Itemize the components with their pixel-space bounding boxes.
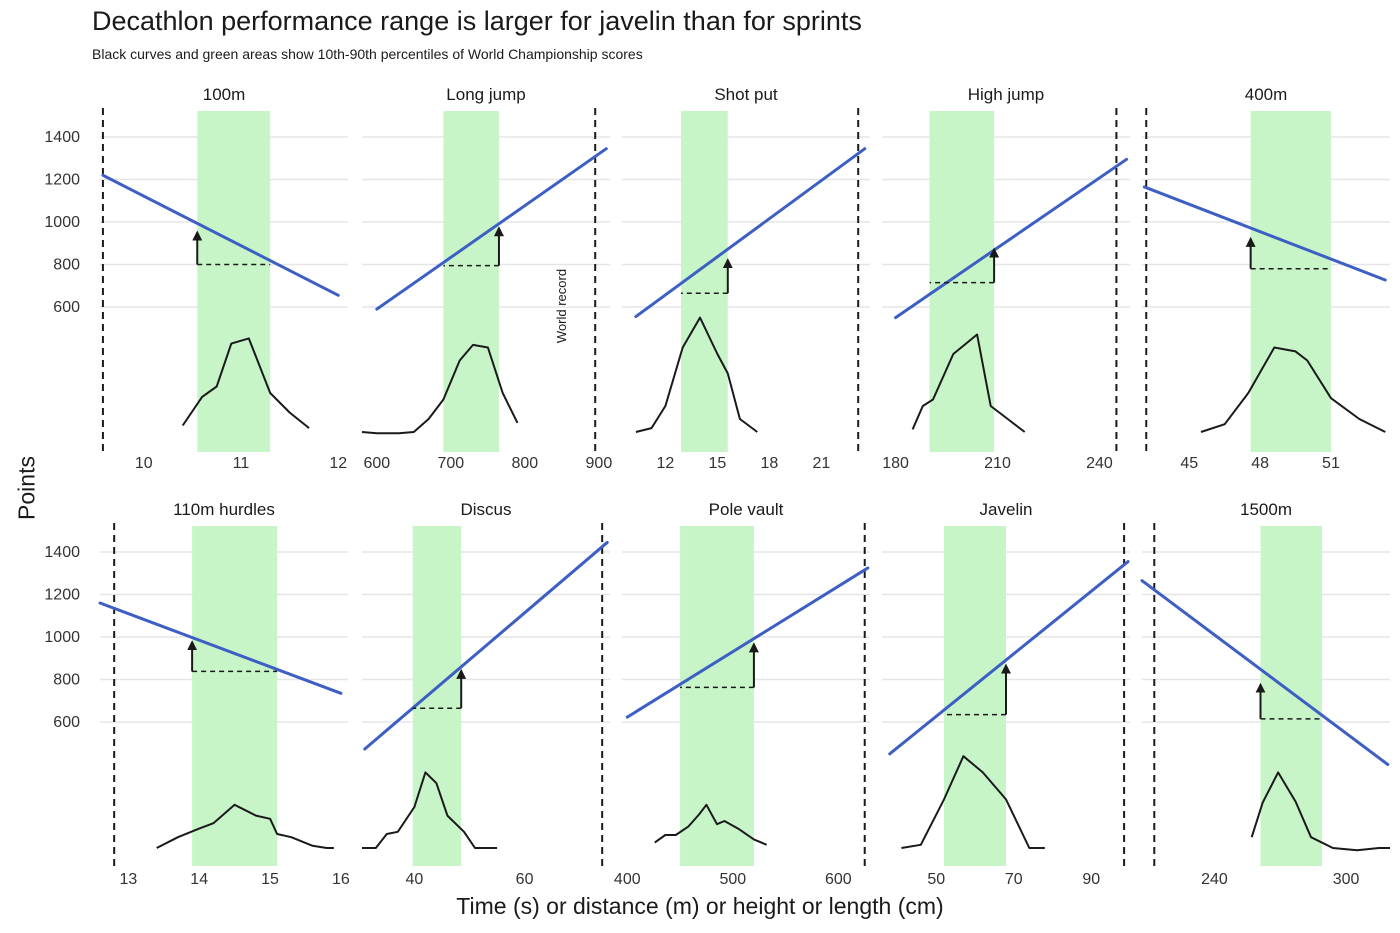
x-tick-label: 500	[719, 871, 746, 888]
x-tick-label: 13	[119, 871, 137, 888]
facet-long-jump: Long jump 600 700 800 900	[361, 85, 613, 472]
x-tick-label: 18	[761, 455, 779, 472]
facet-title: 100m	[203, 85, 246, 104]
x-tick-label: 10	[135, 455, 153, 472]
y-tick-label: 1000	[44, 214, 80, 231]
percentile-band	[443, 111, 499, 452]
percentile-band	[1250, 111, 1331, 452]
x-tick-label: 14	[190, 871, 208, 888]
x-tick-label: 900	[586, 455, 613, 472]
scoring-line	[98, 601, 343, 695]
y-tick-label: 1200	[44, 587, 80, 604]
x-tick-label: 40	[405, 871, 423, 888]
scoring-line	[888, 560, 1130, 756]
x-tick-label: 300	[1333, 871, 1360, 888]
x-tick-label: 16	[332, 871, 350, 888]
scoring-line	[101, 173, 340, 297]
percentile-band	[412, 526, 462, 866]
y-tick-label: 1200	[44, 172, 80, 189]
scoring-line	[894, 157, 1129, 320]
x-tick-label: 51	[1322, 455, 1340, 472]
y-tick-label: 1400	[44, 544, 80, 561]
x-tick-label: 800	[512, 455, 539, 472]
facet-title: 400m	[1245, 85, 1288, 104]
percentile-band	[680, 111, 728, 452]
scoring-line	[1140, 579, 1390, 766]
y-tick-label: 800	[53, 257, 80, 274]
world-record-label: World record	[554, 269, 569, 343]
density-curve	[1250, 771, 1390, 852]
x-tick-label: 15	[708, 455, 726, 472]
percentile-band	[944, 526, 1006, 866]
facet-100m: 100m 10 11 12	[100, 85, 348, 472]
facet-title: Shot put	[714, 85, 778, 104]
percentile-band	[1260, 526, 1322, 866]
x-tick-label: 15	[261, 871, 279, 888]
density-curve	[635, 316, 758, 433]
density-curve	[1200, 346, 1386, 433]
facet-400m: 400m 45 48 51	[1142, 85, 1390, 472]
facet-title: Javelin	[980, 500, 1033, 519]
facet-title: Discus	[460, 500, 511, 519]
x-tick-label: 48	[1251, 455, 1269, 472]
y-tick-label: 1000	[44, 629, 80, 646]
percentile-band	[680, 526, 754, 866]
x-tick-label: 21	[813, 455, 831, 472]
scoring-line	[1142, 185, 1387, 282]
x-axis-label: Time (s) or distance (m) or height or le…	[456, 893, 944, 919]
density-curve	[654, 803, 767, 846]
facet-panels: 600 800 1000 1200 1400 600 800 1000 1200 1400 100m…	[44, 85, 1390, 888]
facet-110m-hurdles: 110m hurdles 13 14 15 16	[98, 500, 350, 888]
scoring-line	[625, 566, 870, 719]
x-tick-label: 90	[1082, 871, 1100, 888]
scoring-line	[375, 147, 608, 311]
x-tick-label: 700	[437, 455, 464, 472]
y-axis-label: Points	[13, 456, 40, 520]
facet-title: Long jump	[446, 85, 525, 104]
facet-pole-vault: Pole vault 400 500 600	[614, 500, 870, 888]
chart-subtitle: Black curves and green areas show 10th-9…	[92, 46, 643, 62]
facet-title: High jump	[968, 85, 1045, 104]
x-tick-label: 11	[233, 455, 250, 472]
density-curve	[361, 343, 519, 435]
x-tick-label: 210	[984, 455, 1011, 472]
facet-high-jump: High jump 180 210 240	[882, 85, 1130, 472]
x-tick-label: 240	[1201, 871, 1228, 888]
facet-1500m: 1500m 240 300	[1140, 500, 1390, 888]
density-curve	[156, 803, 334, 849]
x-tick-label: 12	[329, 455, 347, 472]
y-tick-label: 1400	[44, 129, 80, 146]
facet-discus: Discus 40 60	[362, 500, 610, 888]
facet-shot-put: Shot put 12 15 18 21	[622, 85, 870, 472]
x-tick-label: 180	[882, 455, 909, 472]
facet-title: 1500m	[1240, 500, 1292, 519]
percentile-band	[192, 526, 278, 866]
y-tick-label: 600	[53, 714, 80, 731]
facet-javelin: Javelin 50 70 90	[882, 500, 1130, 888]
x-tick-label: 240	[1086, 455, 1113, 472]
density-curve	[362, 771, 497, 849]
y-tick-label: 600	[53, 299, 80, 316]
facet-title: 110m hurdles	[173, 500, 275, 519]
x-tick-label: 60	[516, 871, 534, 888]
x-tick-label: 45	[1180, 455, 1198, 472]
density-curve	[901, 755, 1045, 849]
x-tick-label: 400	[614, 871, 641, 888]
scoring-line	[363, 540, 609, 751]
x-tick-label: 50	[927, 871, 945, 888]
percentile-band	[929, 111, 995, 452]
y-tick-label: 800	[53, 672, 80, 689]
x-tick-label: 12	[656, 455, 674, 472]
x-tick-label: 600	[825, 871, 852, 888]
chart-title: Decathlon performance range is larger fo…	[92, 6, 862, 36]
percentile-band	[197, 111, 271, 452]
density-curve	[911, 333, 1026, 433]
density-curve	[181, 337, 310, 429]
x-tick-label: 600	[363, 455, 390, 472]
x-tick-label: 70	[1005, 871, 1023, 888]
scoring-line	[634, 147, 867, 319]
facet-title: Pole vault	[709, 500, 784, 519]
